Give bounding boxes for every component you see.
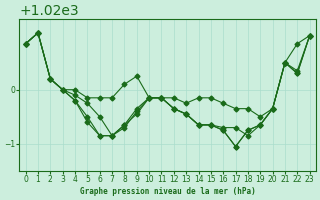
X-axis label: Graphe pression niveau de la mer (hPa): Graphe pression niveau de la mer (hPa)	[80, 187, 256, 196]
